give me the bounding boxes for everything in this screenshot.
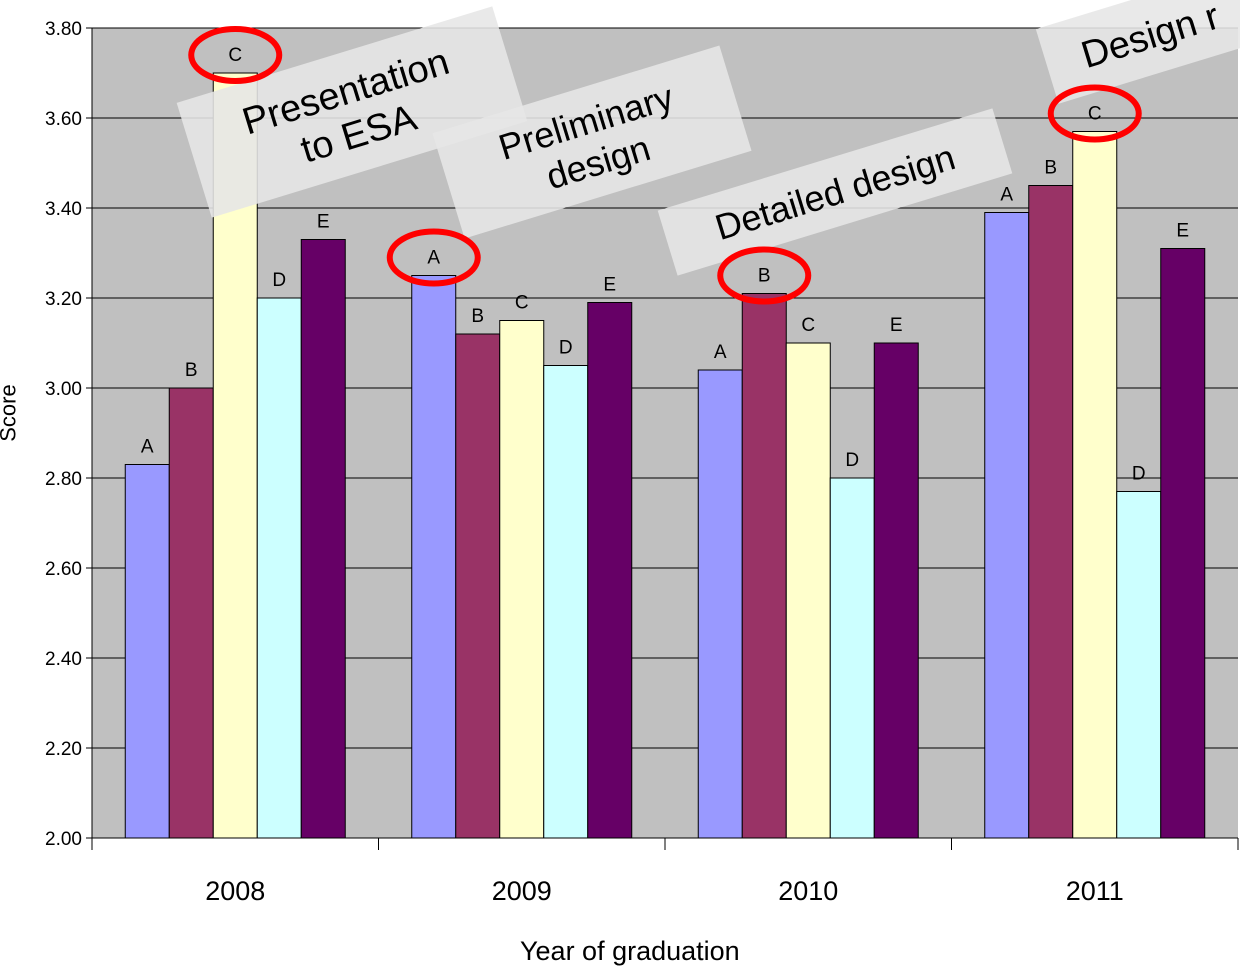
x-tick-label: 2009 [492, 876, 552, 906]
y-tick-label: 2.20 [45, 739, 82, 760]
y-tick-label: 2.60 [45, 559, 82, 580]
bar [455, 333, 501, 839]
bar [1072, 131, 1118, 839]
bar [499, 320, 545, 839]
bar [873, 342, 919, 839]
bar-label: E [317, 212, 330, 233]
bar-label: E [1176, 221, 1189, 242]
x-tick-label: 2010 [778, 876, 838, 906]
bar-label: B [185, 360, 198, 381]
y-tick-label: 2.00 [45, 829, 82, 850]
bar-label: D [559, 338, 573, 359]
x-tick-label: 2008 [205, 876, 265, 906]
x-tick-label: 2011 [1066, 876, 1124, 906]
bar [1028, 185, 1074, 839]
bar [1116, 491, 1162, 839]
highlight-rings [188, 26, 1142, 305]
bar-label: A [141, 437, 154, 458]
annotation-box [432, 45, 752, 239]
y-tick-label: 3.00 [45, 379, 82, 400]
bar [256, 297, 302, 839]
bar [741, 293, 787, 839]
bar-label: A [1000, 185, 1013, 206]
bar [984, 212, 1030, 839]
bar [829, 477, 875, 839]
y-tick-label: 3.60 [45, 109, 82, 130]
highlight-ring [188, 26, 283, 84]
bar-label: D [1132, 464, 1146, 485]
annotation-box [176, 6, 528, 218]
bar-labels: A B C D E A B C D E A B C D E A B C D E [141, 45, 1189, 485]
bar-label: C [801, 315, 815, 336]
bar-label: A [714, 342, 727, 363]
y-tick-label: 3.40 [45, 199, 82, 220]
y-tick-label: 3.20 [45, 289, 82, 310]
bar [300, 239, 346, 839]
bar-label: C [515, 293, 529, 314]
bar-label: D [272, 270, 286, 291]
highlight-ring [386, 228, 481, 287]
bar-label: C [1088, 104, 1102, 125]
annotation-box [657, 108, 1013, 276]
bar-label: C [228, 45, 242, 66]
axes: 2.00 2.20 2.40 2.60 2.80 3.00 3.20 3.40 3.60 3.80… [45, 19, 1239, 906]
bar [543, 365, 589, 839]
bar [124, 464, 170, 839]
bar-label: D [845, 450, 859, 471]
bar-label: A [427, 248, 440, 269]
bar [587, 302, 633, 839]
highlight-ring [717, 246, 812, 305]
x-axis-label: Year of graduation [520, 936, 740, 966]
y-tick-label: 3.80 [45, 19, 82, 40]
highlight-ring [1047, 84, 1142, 143]
bar-label: B [758, 266, 771, 287]
y-tick-label: 2.80 [45, 469, 82, 490]
bar-label: B [471, 306, 484, 327]
bar [1160, 248, 1206, 839]
bar-label: E [603, 275, 616, 296]
y-axis-label: Score [0, 384, 21, 442]
bar-label: E [890, 315, 903, 336]
bar [411, 275, 457, 839]
bar [168, 387, 214, 839]
annotation-box [1035, 0, 1240, 104]
bar-label: B [1044, 158, 1057, 179]
bar [697, 369, 743, 839]
bar [785, 342, 831, 839]
y-tick-label: 2.40 [45, 649, 82, 670]
